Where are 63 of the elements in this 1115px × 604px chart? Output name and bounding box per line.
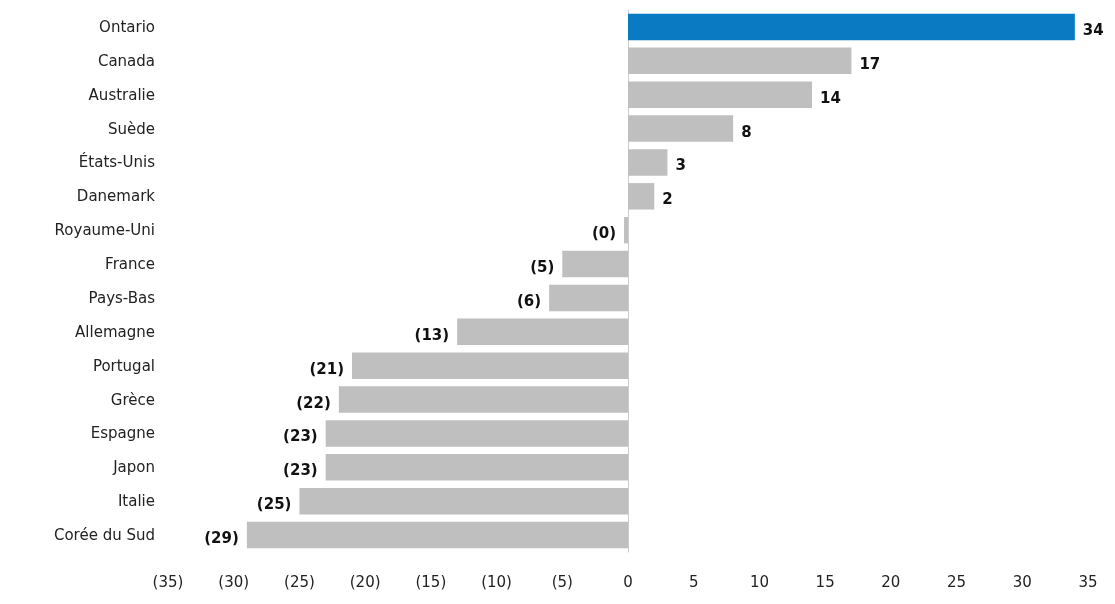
data-label: (21) [309,359,344,378]
x-tick-label: 10 [749,572,769,591]
bar [299,487,628,515]
bar [624,216,628,244]
bar [628,81,812,108]
x-tick-label: (5) [551,572,573,591]
data-label: (0) [591,224,617,243]
y-tick-label: Portugal [92,356,155,375]
data-label: 8 [741,122,752,141]
data-label: (23) [283,461,318,480]
x-tick-label: 20 [881,572,901,591]
x-tick-label: (15) [415,572,447,591]
x-tick-label: (25) [284,572,315,591]
bar [246,521,628,549]
y-tick-label: Australie [88,85,155,104]
y-tick-label: Grèce [110,390,155,409]
x-tick-label: 15 [815,572,835,591]
bar [628,149,668,176]
data-label: (13) [414,325,450,344]
bar [562,250,628,278]
x-tick-label: 35 [1078,572,1098,591]
x-tick-label: (35) [152,572,184,591]
bar [338,386,628,413]
y-tick-label: Allemagne [75,322,155,341]
y-tick-label: Japon [112,458,155,477]
y-tick-label: Suède [107,119,155,138]
y-tick-label: Canada [97,51,155,70]
bar [628,183,655,210]
y-tick-label: Italie [117,492,155,511]
data-label: (23) [283,427,318,446]
x-tick-label: 30 [1012,572,1032,591]
x-tick-label: (20) [349,572,381,591]
data-label: (6) [516,291,542,310]
x-tick-label: 25 [947,572,967,591]
x-tick-label: (30) [218,572,250,591]
y-tick-label: États-Unis [78,152,156,172]
data-label: (25) [256,495,292,514]
x-tick-label: 5 [688,572,699,591]
bar [325,454,628,481]
bar [457,318,628,346]
bar [628,47,852,75]
x-tick-label: 0 [623,572,633,591]
bar [352,352,628,379]
data-label: (29) [204,529,239,548]
data-label: (5) [530,258,555,277]
y-tick-label: Corée du Sud [53,526,155,545]
data-label: 17 [859,54,881,73]
bar [549,284,628,312]
x-tick-label: (10) [481,572,512,591]
y-tick-label: Ontario [99,17,155,36]
data-label: 14 [820,88,841,107]
data-label: 34 [1082,20,1104,39]
y-tick-label: Espagne [90,424,155,443]
bar [628,115,734,142]
data-label: (22) [296,393,331,412]
data-label: 3 [675,156,686,175]
y-tick-label: Pays-Bas [88,288,156,307]
y-tick-label: Danemark [76,187,156,206]
data-label: 2 [662,190,673,209]
bar [628,13,1075,41]
y-tick-label: Royaume-Uni [54,221,155,240]
bar [325,420,628,447]
y-tick-label: France [105,255,155,274]
